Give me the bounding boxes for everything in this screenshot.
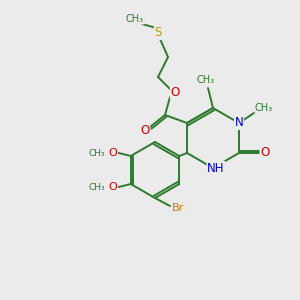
Text: O: O [140, 124, 150, 136]
Text: O: O [170, 85, 180, 98]
Text: Br: Br [172, 203, 184, 213]
Text: CH₃: CH₃ [126, 14, 144, 24]
Text: N: N [235, 116, 243, 130]
Text: O: O [108, 148, 117, 158]
Text: CH₃: CH₃ [197, 75, 215, 85]
Text: NH: NH [207, 161, 225, 175]
Text: S: S [154, 26, 162, 40]
Text: O: O [260, 146, 270, 160]
Text: CH₃: CH₃ [88, 148, 105, 158]
Text: CH₃: CH₃ [88, 182, 105, 191]
Text: CH₃: CH₃ [255, 103, 273, 113]
Text: O: O [108, 182, 117, 192]
